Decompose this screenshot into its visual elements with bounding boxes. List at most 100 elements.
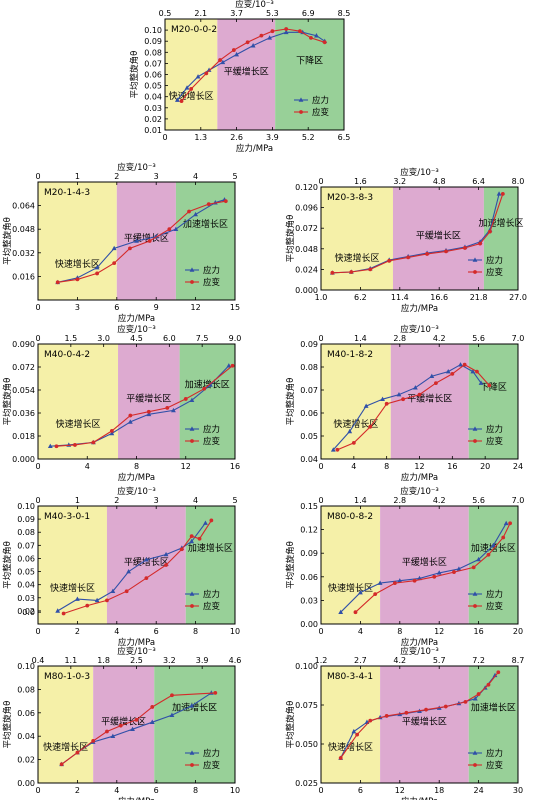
- data-point-strain: [75, 750, 80, 755]
- data-point-strain: [189, 534, 194, 539]
- x-tick-label: 12: [434, 627, 444, 636]
- data-point-strain: [432, 574, 437, 579]
- x-tick-label: 20: [513, 627, 523, 636]
- data-point-strain: [462, 362, 467, 367]
- y-tick-label: 0.090: [12, 340, 35, 349]
- y-tick-label: 0.15: [300, 502, 318, 511]
- x2-axis-title: 应变/10⁻³: [400, 486, 439, 497]
- data-point-strain: [443, 704, 448, 709]
- data-point-strain: [424, 707, 428, 712]
- y-tick-label: 0.06: [17, 554, 35, 563]
- x2-tick-label: 0: [318, 496, 323, 505]
- x2-axis-title: 应变/10⁻³: [117, 162, 156, 173]
- chart-panel: 快速增长区 平缓增长区 加速增长区 M40-0-4-2 0 4 8 12 16 0 1.5 3.0 4.…: [2, 324, 241, 483]
- zone-band: [468, 344, 518, 459]
- y-axis-title: 平均整旋角θ: [285, 215, 296, 263]
- zone-label: 平缓增长区: [416, 230, 461, 242]
- x2-tick-label: 6.4: [472, 177, 485, 186]
- x2-axis-title: 应变/10⁻³: [235, 0, 274, 10]
- chart-panel: 快速增长区 平缓增长区 加速增长区 M80-0-8-2 0 4 8 12 16 20 0 1.4 2.8…: [285, 486, 524, 648]
- data-point-strain: [59, 762, 64, 767]
- data-point-stress: [226, 363, 232, 368]
- zone-label: 快速增长区: [333, 418, 378, 430]
- x2-tick-label: 5.7: [433, 656, 446, 665]
- x-tick-label: 4: [358, 627, 363, 636]
- x-tick-label: 6: [358, 786, 363, 795]
- chart-panel: 快速增长区 平缓增长区 加速增长区 M20-3-8-3 1.0 6.2 11.4 16.6 21…: [285, 167, 527, 314]
- x-tick-label: 10: [230, 786, 240, 795]
- data-point-strain: [508, 521, 513, 526]
- y-tick-label: 0.04: [300, 455, 318, 464]
- data-point-stress: [490, 542, 496, 548]
- x2-tick-label: 0: [35, 496, 40, 505]
- x-tick-label: 0: [35, 462, 40, 471]
- data-point-strain: [284, 27, 289, 31]
- zone-band: [116, 182, 176, 300]
- data-point-strain: [384, 714, 389, 718]
- series-line-stress: [176, 31, 326, 101]
- data-point-strain: [412, 578, 417, 583]
- x-tick-label: 21.8: [470, 293, 488, 302]
- y-tick-label: 0.05: [17, 568, 35, 577]
- data-point-stress: [314, 33, 319, 38]
- x-tick-label: 12: [191, 303, 201, 312]
- legend-label: 应力: [486, 424, 503, 435]
- legend-marker-strain: [190, 763, 194, 767]
- zone-label: 平缓增长区: [402, 716, 447, 728]
- data-point-stress: [267, 35, 273, 40]
- data-point-stress: [492, 672, 498, 678]
- zone-label: 快速增长区: [334, 252, 379, 264]
- zone-label: 快速增长区: [50, 582, 95, 594]
- x2-tick-label: 5: [232, 496, 237, 505]
- data-point-strain: [309, 35, 313, 40]
- y-tick-label: 0.07: [144, 59, 162, 68]
- y-tick-label: 0.06: [144, 71, 162, 80]
- x-tick-label: 9: [154, 303, 159, 312]
- y-tick-label: 0.100: [295, 662, 318, 671]
- x-tick-label: 15: [230, 303, 240, 312]
- data-point-stress: [503, 520, 509, 526]
- data-point-stress: [174, 97, 180, 102]
- legend-marker-stress: [472, 750, 478, 755]
- y-tick-label: 0.08: [300, 363, 318, 372]
- series-line-strain: [181, 28, 325, 102]
- legend-marker-stress: [472, 591, 478, 596]
- x2-tick-label: 5.6: [472, 334, 485, 343]
- data-point-stress: [163, 551, 169, 557]
- data-point-stress: [283, 29, 289, 35]
- y-tick-label: 0.05: [300, 432, 318, 441]
- x2-tick-label: 1.5: [64, 334, 77, 343]
- x2-tick-label: 3.2: [393, 177, 406, 186]
- zone-label: 快速增长区: [55, 258, 100, 270]
- legend-label: 应变: [486, 436, 504, 447]
- x2-tick-label: 4: [193, 172, 198, 181]
- y-tick-label: 0.03: [144, 104, 162, 113]
- data-point-strain: [202, 386, 207, 391]
- legend-marker-strain: [473, 439, 477, 443]
- panel-label: M80-1-0-3: [44, 672, 90, 682]
- data-point-strain: [105, 729, 109, 734]
- chart-panel: 快速增长区 平缓增长区 加速增长区 M40-3-0-1 0 2 4 6 8 10 0 1 2 3 4 5 0.0…: [2, 486, 240, 648]
- data-point-stress: [436, 570, 442, 575]
- x-tick-label: 0: [162, 133, 167, 142]
- data-point-strain: [384, 401, 389, 406]
- y-tick-label: 0.050: [295, 740, 318, 749]
- data-point-strain: [118, 723, 123, 728]
- x2-tick-label: 1: [75, 172, 80, 181]
- y-tick-label: 0.048: [12, 225, 35, 234]
- x-tick-label: 11.4: [391, 293, 409, 302]
- x-tick-label: 8: [397, 627, 402, 636]
- data-point-stress: [363, 403, 369, 408]
- y-tick-label: 0.10: [17, 502, 35, 511]
- x-tick-label: 8: [193, 786, 198, 795]
- x-tick-label: 6: [114, 303, 119, 312]
- zone-band: [483, 187, 518, 290]
- x-axis-title: 应力/MPa: [401, 472, 438, 483]
- data-point-strain: [209, 518, 214, 523]
- data-point-stress: [143, 557, 149, 562]
- x-tick-label: 2.6: [230, 133, 243, 142]
- y-tick-label: 0.05: [144, 82, 162, 91]
- data-point-strain: [463, 246, 467, 250]
- data-point-strain: [204, 71, 209, 76]
